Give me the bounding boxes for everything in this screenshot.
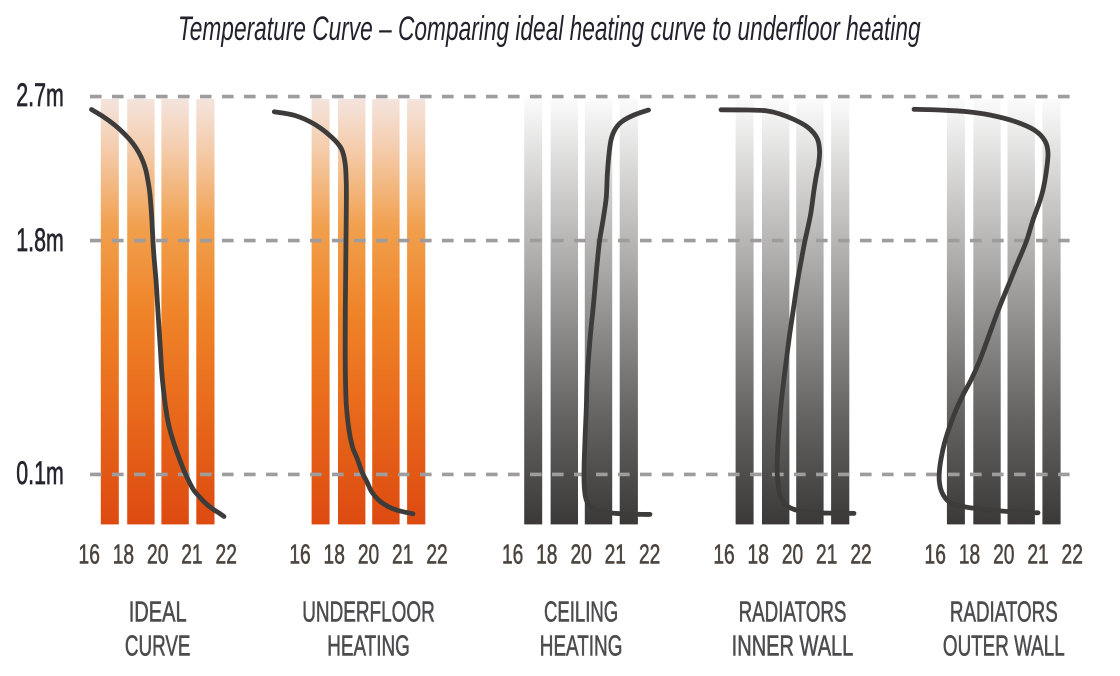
svg-text:18: 18 [959, 540, 980, 570]
svg-text:HEATING: HEATING [327, 631, 410, 663]
svg-text:UNDERFLOOR: UNDERFLOOR [302, 597, 435, 629]
svg-text:18: 18 [324, 540, 345, 570]
svg-text:1.8m: 1.8m [16, 222, 64, 259]
svg-text:21: 21 [181, 540, 202, 570]
svg-text:20: 20 [570, 540, 591, 570]
svg-text:18: 18 [536, 540, 557, 570]
svg-text:18: 18 [113, 540, 134, 570]
svg-text:RADIATORS: RADIATORS [950, 597, 1058, 629]
svg-text:20: 20 [147, 540, 168, 570]
svg-text:16: 16 [289, 540, 310, 570]
svg-text:18: 18 [748, 540, 769, 570]
svg-text:20: 20 [358, 540, 379, 570]
svg-text:22: 22 [639, 540, 660, 570]
svg-text:CEILING: CEILING [544, 596, 618, 628]
svg-text:21: 21 [1027, 540, 1048, 570]
svg-text:22: 22 [426, 540, 447, 570]
svg-text:22: 22 [216, 540, 237, 570]
svg-text:IDEAL: IDEAL [129, 596, 187, 629]
svg-text:0.1m: 0.1m [16, 454, 64, 491]
svg-text:21: 21 [605, 540, 626, 570]
svg-text:21: 21 [392, 540, 413, 570]
svg-text:Temperature Curve – Comparing: Temperature Curve – Comparing ideal heat… [178, 11, 921, 49]
svg-text:21: 21 [816, 540, 837, 570]
svg-text:16: 16 [502, 540, 523, 570]
svg-text:OUTER WALL: OUTER WALL [943, 631, 1065, 663]
svg-text:CURVE: CURVE [125, 631, 191, 663]
svg-text:22: 22 [1062, 540, 1083, 570]
svg-text:20: 20 [993, 540, 1014, 570]
svg-text:16: 16 [713, 540, 734, 570]
svg-text:16: 16 [925, 540, 946, 570]
svg-text:2.7m: 2.7m [16, 77, 64, 114]
svg-text:22: 22 [850, 540, 871, 570]
svg-text:RADIATORS: RADIATORS [739, 597, 847, 629]
svg-text:INNER WALL: INNER WALL [732, 630, 854, 663]
svg-text:16: 16 [79, 540, 100, 570]
svg-text:20: 20 [782, 540, 803, 570]
svg-text:HEATING: HEATING [540, 631, 623, 663]
